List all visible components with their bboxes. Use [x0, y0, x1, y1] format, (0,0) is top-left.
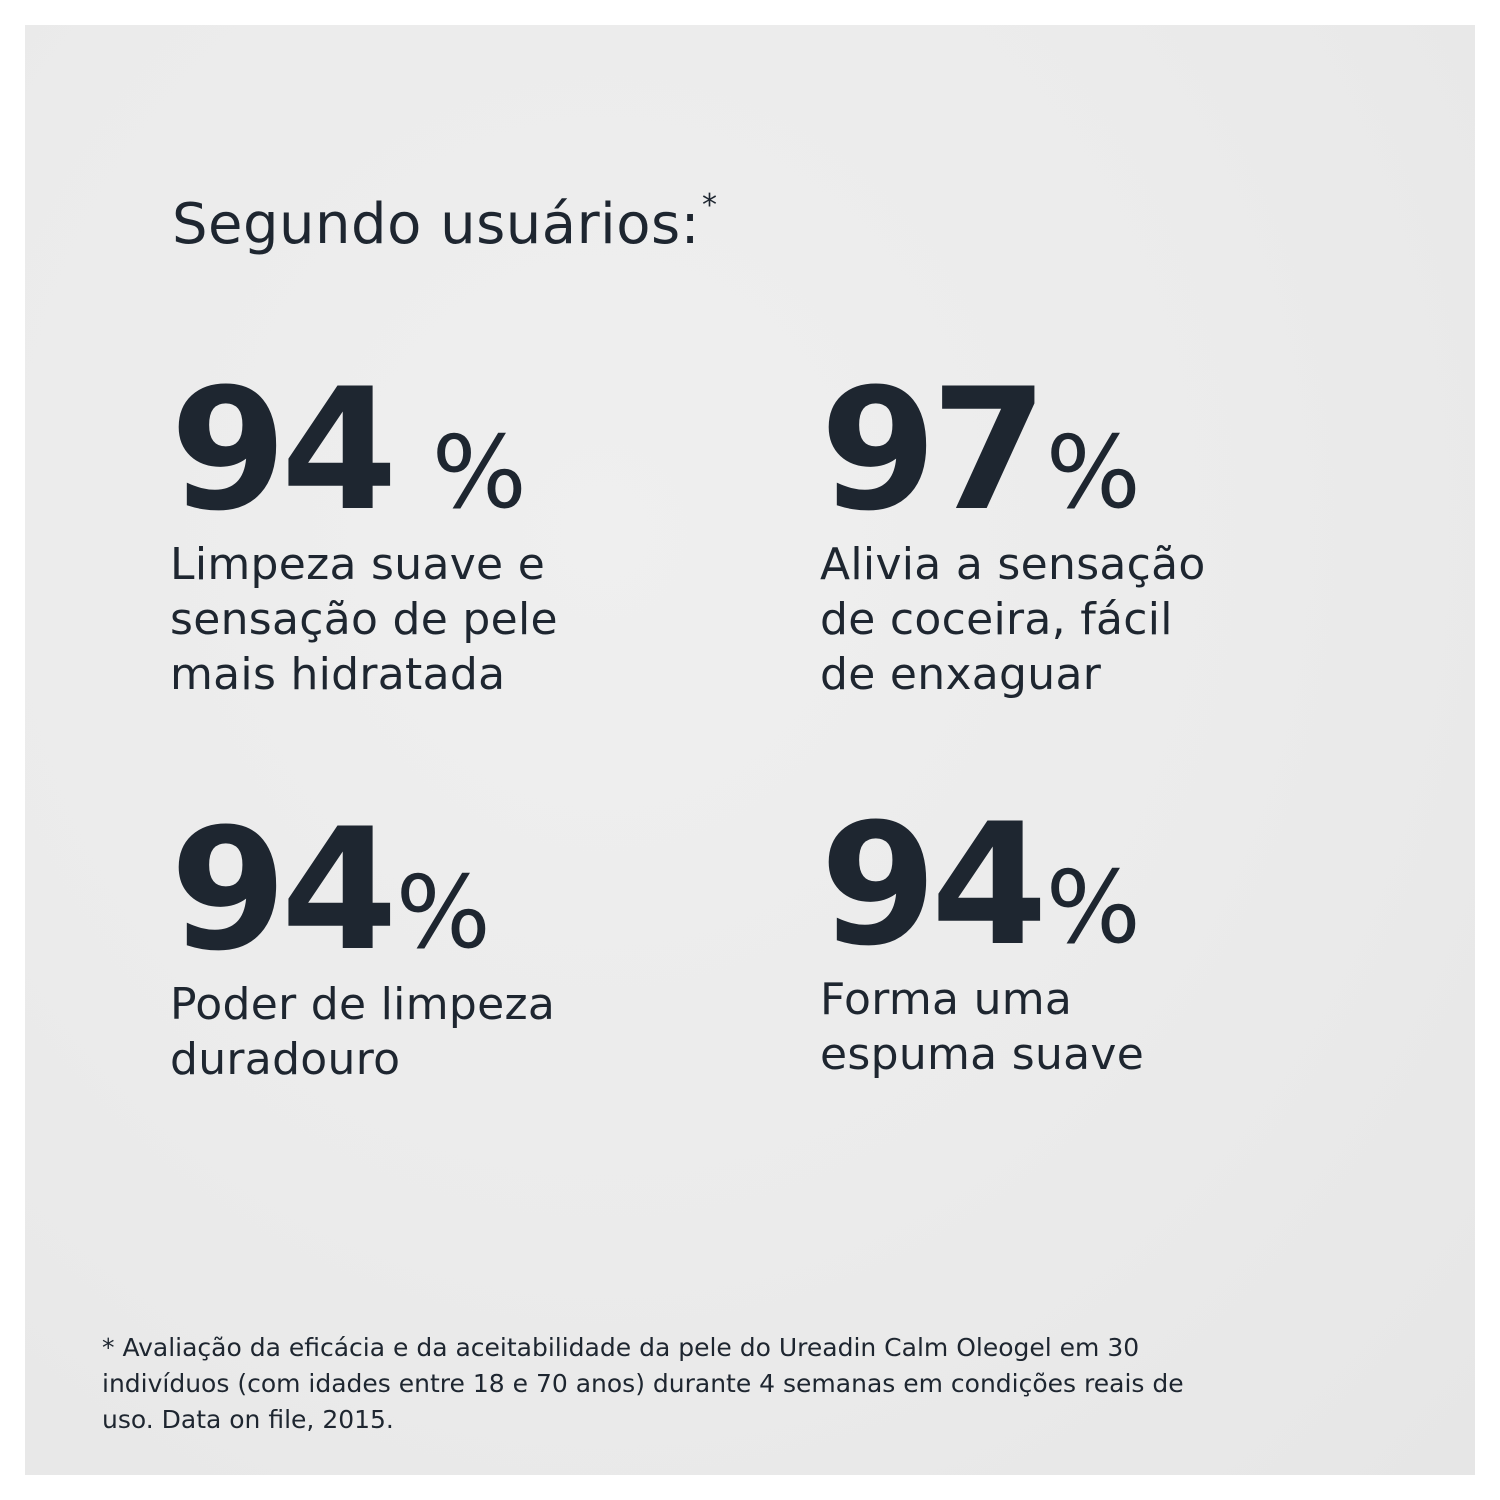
content-panel: Segundo usuários:* 94% Limpeza suave e s… [25, 25, 1475, 1475]
stat-description-line: Poder de limpeza [170, 979, 556, 1030]
stat-unit: % [431, 414, 527, 531]
stat-unit: % [395, 854, 491, 971]
stat-value: 97 [820, 352, 1048, 548]
stat-block-1: 94% Limpeza suave e sensação de pele mai… [170, 352, 558, 702]
stat-value: 94 [170, 792, 398, 988]
stat-description: Alivia a sensação de coceira, fácil de e… [820, 537, 1206, 702]
stat-figure: 94% [820, 787, 1144, 983]
stat-description-line: espuma suave [820, 1029, 1145, 1080]
footnote: * Avaliação da eficácia e da aceitabilid… [102, 1330, 1372, 1438]
stat-description-line: Limpeza suave e [170, 539, 546, 590]
stat-value: 94 [170, 352, 398, 548]
stat-description-line: Alivia a sensação [820, 539, 1206, 590]
stat-figure: 94% [170, 792, 555, 988]
stat-unit: % [1045, 849, 1141, 966]
stat-description-line: de enxaguar [820, 649, 1102, 700]
stat-block-3: 94% Poder de limpeza duradouro [170, 792, 555, 1087]
stat-description: Poder de limpeza duradouro [170, 977, 555, 1087]
stat-figure: 94% [170, 352, 558, 548]
footnote-line: * Avaliação da eficácia e da aceitabilid… [102, 1333, 1140, 1362]
stat-block-4: 94% Forma uma espuma suave [820, 787, 1144, 1082]
stat-description: Limpeza suave e sensação de pele mais hi… [170, 537, 558, 702]
footnote-line: indivíduos (com idades entre 18 e 70 ano… [102, 1369, 1184, 1398]
stat-description: Forma uma espuma suave [820, 972, 1144, 1082]
stat-description-line: sensação de pele [170, 594, 558, 645]
page-title-text: Segundo usuários: [172, 192, 701, 257]
stat-block-2: 97% Alivia a sensação de coceira, fácil … [820, 352, 1206, 702]
stat-description-line: Forma uma [820, 974, 1073, 1025]
page-title: Segundo usuários:* [172, 188, 718, 257]
stat-description-line: de coceira, fácil [820, 594, 1173, 645]
stat-unit: % [1045, 414, 1141, 531]
stat-description-line: duradouro [170, 1034, 401, 1085]
footnote-line: uso. Data on file, 2015. [102, 1405, 394, 1434]
footnote-marker: * [702, 188, 718, 223]
stat-value: 94 [820, 787, 1048, 983]
stat-figure: 97% [820, 352, 1206, 548]
stat-description-line: mais hidratada [170, 649, 506, 700]
